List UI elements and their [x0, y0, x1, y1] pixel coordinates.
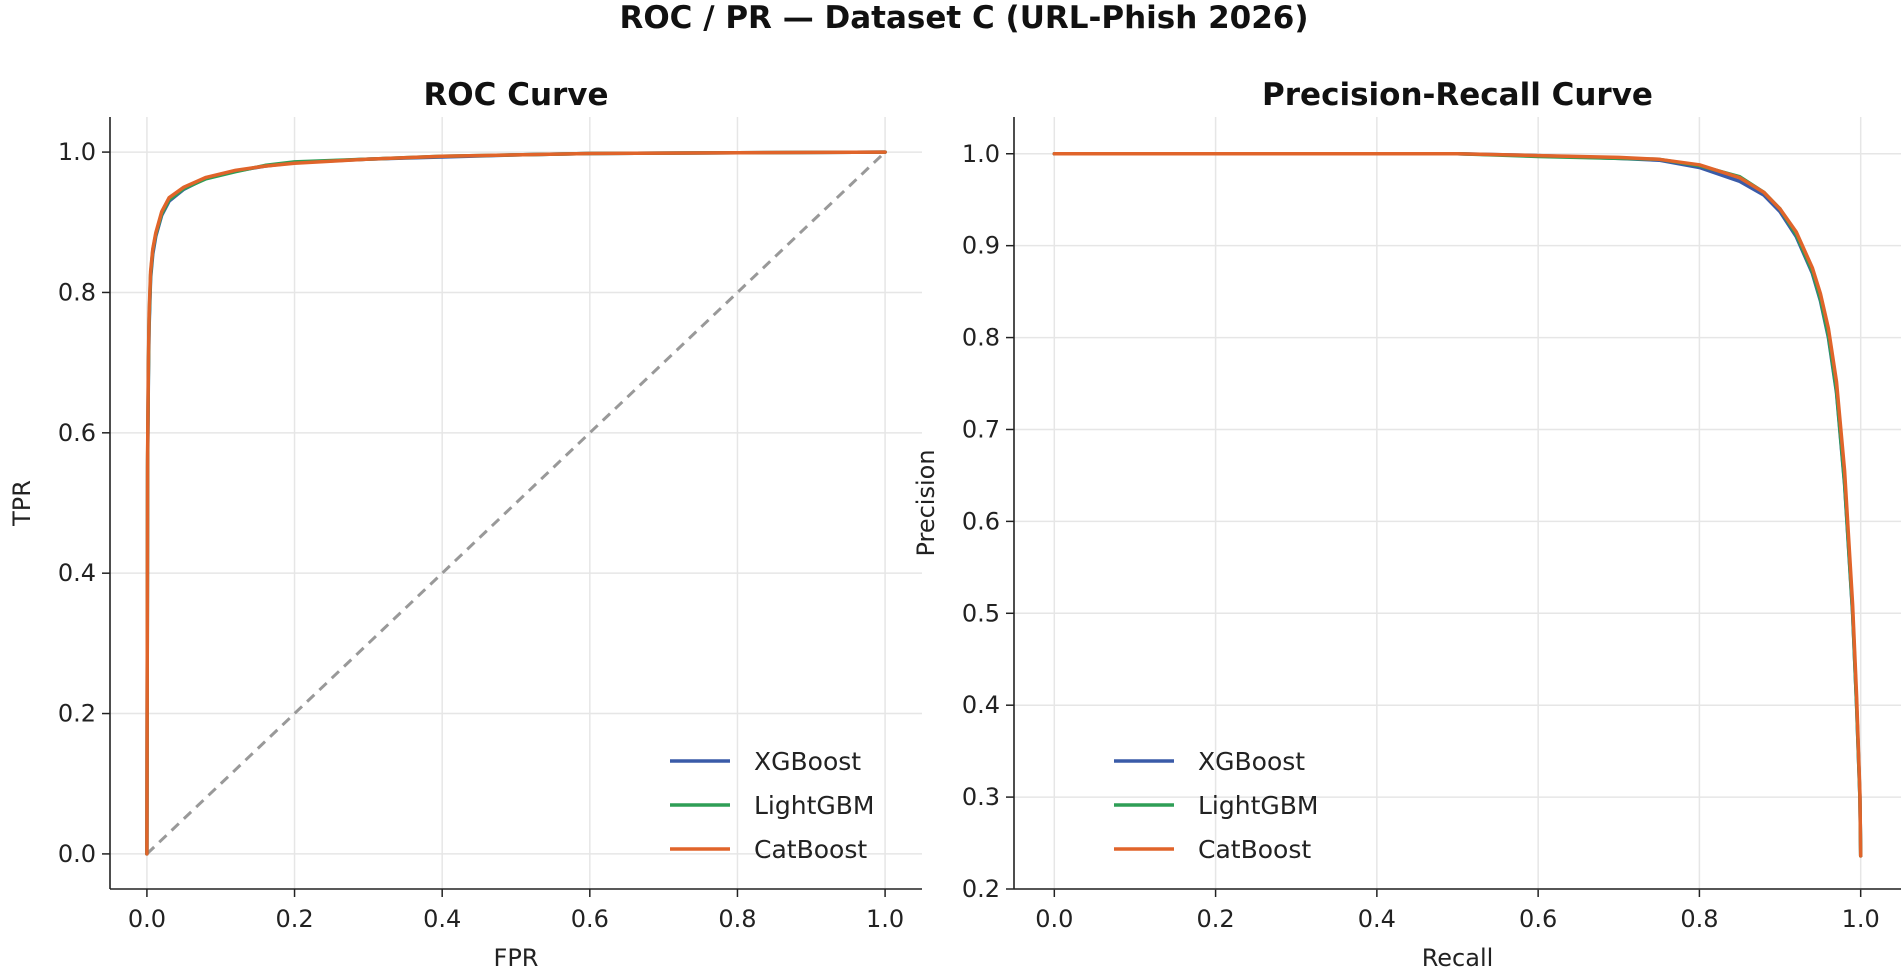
roc-xtick-label: 1.0 — [866, 905, 904, 933]
roc-xtick-label: 0.2 — [275, 905, 313, 933]
roc-ytick-label: 0.4 — [58, 559, 96, 587]
pr-ytick-label: 0.7 — [962, 415, 1000, 443]
pr-ytick-label: 0.8 — [962, 324, 1000, 352]
roc-line-catboost — [145, 150, 887, 856]
pr-line-lightgbm — [1052, 152, 1863, 858]
pr-ytick-label: 1.0 — [962, 140, 1000, 168]
roc-xtick-label: 0.6 — [571, 905, 609, 933]
pr-xtick-label: 0.4 — [1358, 905, 1396, 933]
pr-ytick-label: 0.4 — [962, 691, 1000, 719]
roc-chart: ROC Curve 0.0 0.2 0.4 0.6 0.8 1.0 0.0 0.2 0.4 0.6 0… — [8, 77, 922, 972]
pr-xtick-label: 0.8 — [1680, 905, 1718, 933]
figure-title: ROC / PR — Dataset C (URL-Phish 2026) — [619, 0, 1308, 36]
roc-xtick-label: 0.4 — [423, 905, 461, 933]
roc-ylabel: TPR — [8, 480, 36, 527]
roc-legend-label-lightgbm: LightGBM — [754, 791, 874, 820]
pr-xlabel: Recall — [1422, 944, 1494, 972]
pr-xtick-label: 0.2 — [1197, 905, 1235, 933]
roc-legend-label-xgboost: XGBoost — [754, 747, 861, 776]
roc-ytick-label: 0.6 — [58, 419, 96, 447]
pr-ytick-label: 0.5 — [962, 599, 1000, 627]
roc-xtick-label: 0.0 — [128, 905, 166, 933]
pr-legend-label-catboost: CatBoost — [1198, 835, 1311, 864]
pr-legend-label-xgboost: XGBoost — [1198, 747, 1305, 776]
roc-title: ROC Curve — [423, 77, 608, 113]
pr-xtick-label: 0.6 — [1519, 905, 1557, 933]
roc-ytick-label: 0.0 — [58, 840, 96, 868]
pr-ytick-label: 0.6 — [962, 507, 1000, 535]
pr-ylabel: Precision — [912, 449, 940, 556]
roc-ytick-label: 0.8 — [58, 278, 96, 306]
pr-ytick-label: 0.3 — [962, 783, 1000, 811]
pr-line-catboost — [1052, 152, 1863, 858]
pr-title: Precision-Recall Curve — [1262, 77, 1653, 113]
roc-ytick-label: 0.2 — [58, 700, 96, 728]
pr-ytick-label: 0.2 — [962, 875, 1000, 903]
pr-xtick-label: 0.0 — [1035, 905, 1073, 933]
roc-ytick-label: 1.0 — [58, 138, 96, 166]
pr-chart: Precision-Recall Curve 0.0 0.2 0.4 0.6 0.8 1.0… — [912, 77, 1901, 972]
pr-legend-label-lightgbm: LightGBM — [1198, 791, 1318, 820]
roc-xtick-label: 0.8 — [718, 905, 756, 933]
pr-ytick-label: 0.9 — [962, 232, 1000, 260]
pr-line-xgboost — [1052, 152, 1863, 858]
roc-legend-label-catboost: CatBoost — [754, 835, 867, 864]
roc-xlabel: FPR — [494, 944, 539, 972]
pr-xtick-label: 1.0 — [1842, 905, 1880, 933]
